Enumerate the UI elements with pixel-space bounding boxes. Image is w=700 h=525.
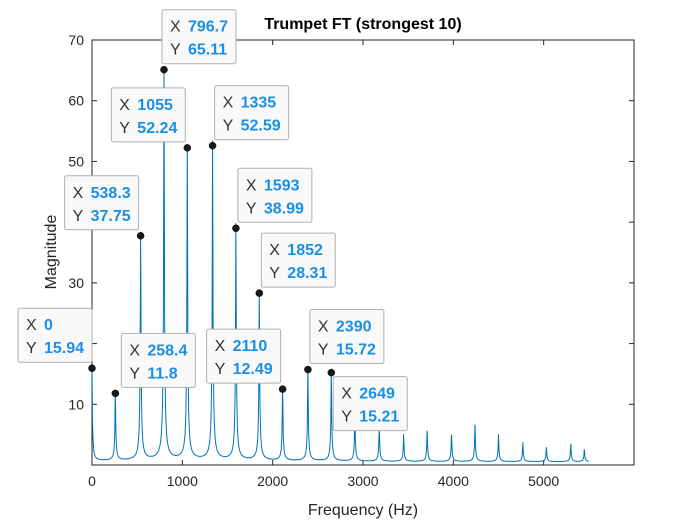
datatip-x-key: X <box>73 185 84 202</box>
datatip-y-value: 15.21 <box>359 409 399 426</box>
datatip-y-value: 52.24 <box>137 120 177 137</box>
datatip-x-key: X <box>318 319 329 336</box>
peak-marker-3[interactable] <box>160 65 168 74</box>
datatip-x-value: 2649 <box>359 386 395 403</box>
datatip-0[interactable]: X 0Y 15.94 <box>17 307 93 363</box>
datatip-x-key: X <box>215 338 226 355</box>
datatip-x-value: 796.7 <box>188 19 228 36</box>
datatip-1[interactable]: X 258.4 Y 11.8 <box>120 332 196 388</box>
datatips: X 0Y 15.94 X 258.4Y 11.8X 538.3Y 37.75X 796.7Y 65… <box>17 9 408 432</box>
peak-marker-6[interactable] <box>232 224 240 233</box>
datatip-y-key: Y <box>119 120 130 137</box>
y-tick-label-4: 50 <box>68 153 84 169</box>
datatip-x-key: X <box>341 386 352 403</box>
peak-marker-0[interactable] <box>88 364 96 372</box>
datatip-y-key: Y <box>26 340 37 357</box>
datatip-4[interactable]: X 1055 Y 52.24 <box>110 87 186 143</box>
y-tick-label-5: 60 <box>68 93 84 109</box>
x-tick-label-4: 4000 <box>438 473 469 489</box>
datatip-box <box>332 376 408 432</box>
datatip-x-value: 2390 <box>336 319 372 336</box>
datatip-x-value: 1335 <box>241 95 277 112</box>
datatip-y-value: 52.59 <box>241 118 281 135</box>
y-tick-label-6: 70 <box>68 32 84 48</box>
datatip-y-value: 15.72 <box>336 342 376 359</box>
datatip-box <box>237 167 313 223</box>
datatip-8[interactable]: X 2110 Y 12.49 <box>206 328 282 384</box>
datatip-x-value: 2110 <box>233 338 268 355</box>
datatip-box <box>206 328 282 384</box>
datatip-x-value: 1852 <box>287 242 323 259</box>
datatip-box <box>110 87 186 143</box>
datatip-y-value: 38.99 <box>264 200 304 217</box>
x-tick-label-1: 1000 <box>167 473 198 489</box>
datatip-y-value: 15.94 <box>44 340 84 357</box>
datatip-x-value: 538.3 <box>91 185 131 202</box>
datatip-y-key: Y <box>318 342 329 359</box>
datatip-6[interactable]: X 1593 Y 38.99 <box>237 167 313 223</box>
peak-marker-9[interactable] <box>304 365 312 374</box>
datatip-7[interactable]: X 1852 Y 28.31 <box>260 232 336 288</box>
peak-marker-1[interactable] <box>111 389 120 398</box>
datatip-y-key: Y <box>215 361 226 378</box>
datatip-10[interactable]: X 2649 Y 15.21 <box>332 376 408 432</box>
chart-title: Trumpet FT (strongest 10) <box>264 16 461 33</box>
datatip-y-key: Y <box>246 200 257 217</box>
datatip-x-value: 258.4 <box>147 342 187 359</box>
datatip-x-key: X <box>26 317 37 334</box>
y-axis-title: Magnitude <box>43 215 60 290</box>
datatip-box <box>260 232 336 288</box>
peak-marker-5[interactable] <box>208 141 217 150</box>
datatip-x-key: X <box>129 342 140 359</box>
datatip-x-value: 1055 <box>137 97 173 114</box>
datatip-box <box>64 175 140 231</box>
datatip-box <box>17 307 93 363</box>
peak-marker-4[interactable] <box>183 144 192 152</box>
datatip-y-value: 12.49 <box>233 361 273 378</box>
peak-markers <box>88 65 336 398</box>
x-tick-label-5: 5000 <box>528 473 559 489</box>
datatip-y-key: Y <box>269 265 280 282</box>
datatip-x-key: X <box>223 95 234 112</box>
datatip-box <box>309 309 385 365</box>
datatip-3[interactable]: X 796.7 Y 65.11 <box>161 9 237 65</box>
peak-marker-7[interactable] <box>255 289 264 297</box>
x-axis-title: Frequency (Hz) <box>308 502 418 519</box>
datatip-y-value: 37.75 <box>91 208 131 225</box>
datatip-x-key: X <box>170 19 181 36</box>
datatip-5[interactable]: X 1335 Y 52.59 <box>214 85 290 141</box>
x-tick-label-2: 2000 <box>257 473 288 489</box>
datatip-x-key: X <box>119 97 130 114</box>
x-tick-label-3: 3000 <box>347 473 378 489</box>
datatip-x-key: X <box>269 242 280 259</box>
datatip-9[interactable]: X 2390 Y 15.72 <box>309 309 385 365</box>
peak-marker-2[interactable] <box>136 232 145 240</box>
datatip-x-key: X <box>246 177 257 194</box>
spectrum-line <box>91 69 589 462</box>
y-tick-label-2: 30 <box>68 275 84 291</box>
datatip-box <box>120 332 196 388</box>
datatip-box <box>214 85 290 141</box>
datatip-y-value: 11.8 <box>147 365 177 382</box>
datatip-x-value: 0 <box>44 317 53 334</box>
datatip-2[interactable]: X 538.3 Y 37.75 <box>64 175 140 231</box>
peak-marker-10[interactable] <box>327 368 336 377</box>
datatip-y-value: 65.11 <box>188 42 227 59</box>
datatip-y-key: Y <box>223 118 234 135</box>
datatip-y-value: 28.31 <box>287 265 327 282</box>
datatip-x-value: 1593 <box>264 177 300 194</box>
datatip-y-key: Y <box>73 208 84 225</box>
peak-marker-8[interactable] <box>278 385 287 393</box>
datatip-box <box>161 9 237 65</box>
datatip-y-key: Y <box>341 409 352 426</box>
datatip-y-key: Y <box>170 42 181 59</box>
x-tick-label-0: 0 <box>88 473 96 489</box>
datatip-y-key: Y <box>129 365 140 382</box>
y-tick-label-0: 10 <box>68 396 84 412</box>
